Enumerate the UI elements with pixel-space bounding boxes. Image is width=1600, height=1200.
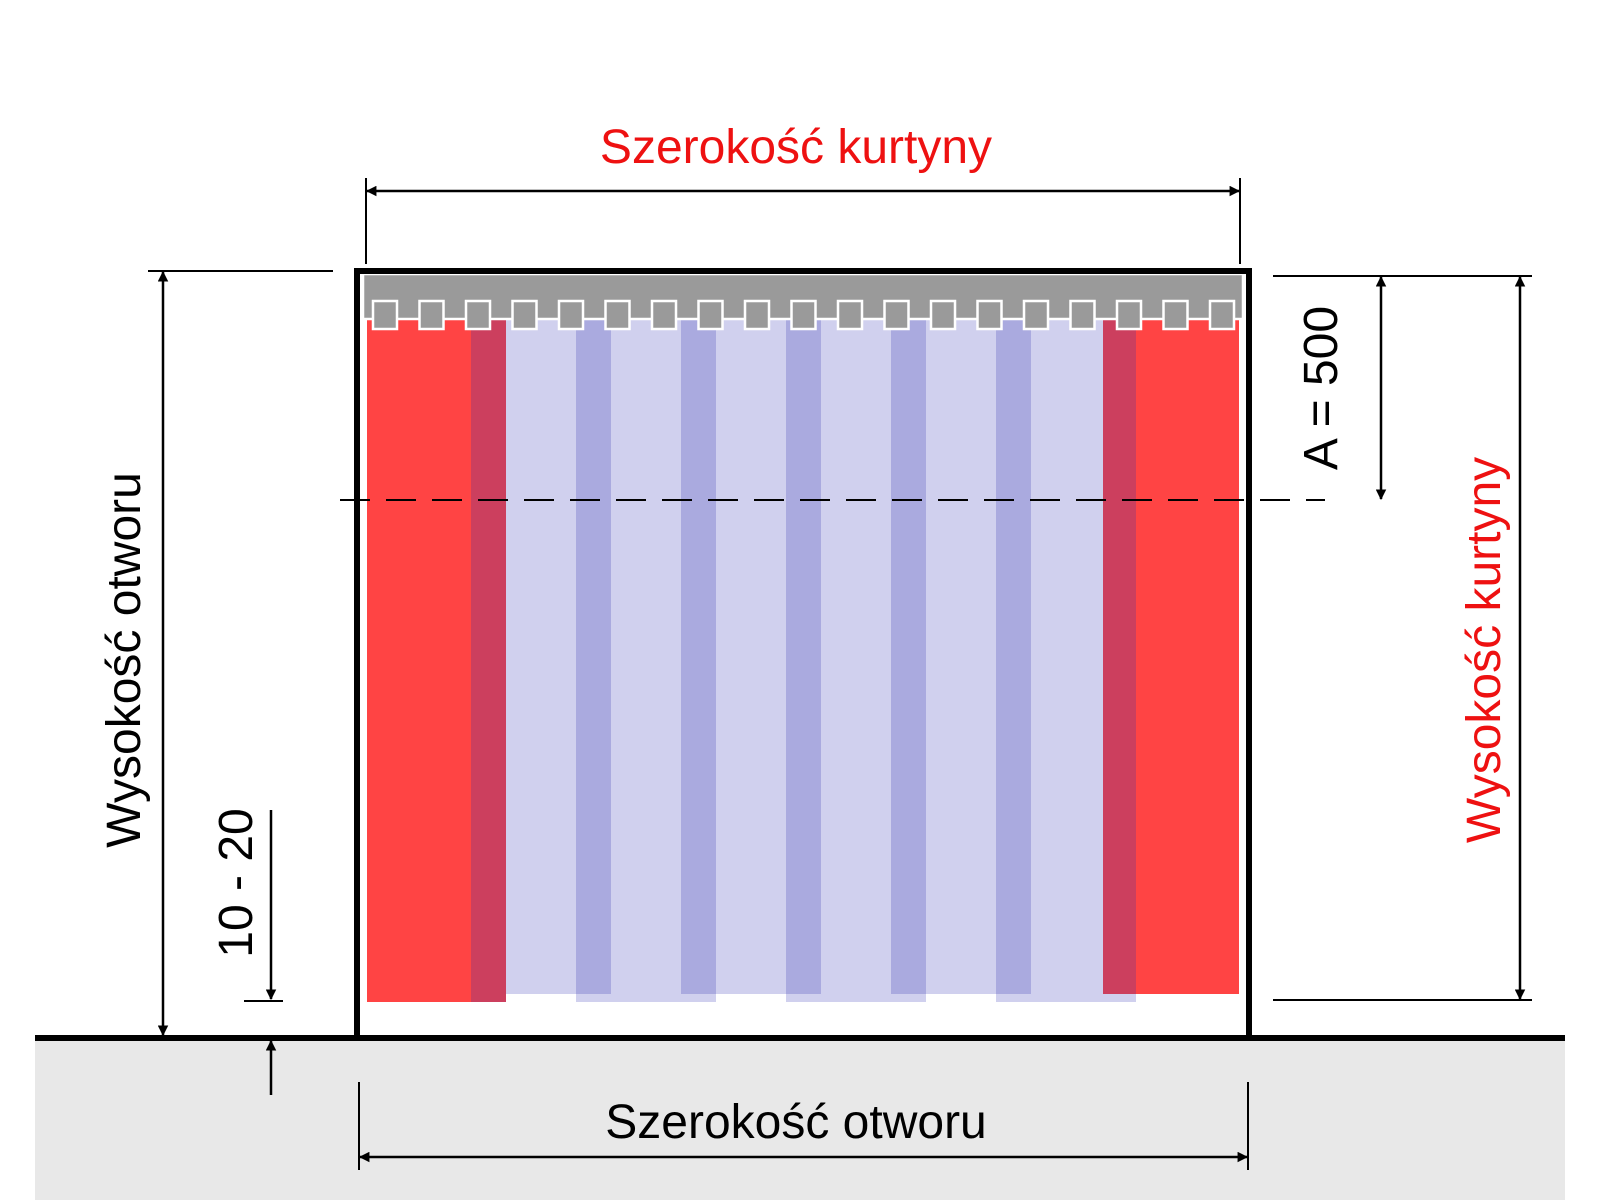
floor-area: [35, 1036, 1565, 1200]
overlap-a-label: A = 500: [1295, 306, 1348, 470]
hanger-clip: [418, 299, 445, 331]
mounting-rail: [361, 272, 1245, 321]
curtain-height-dimension: [1273, 275, 1532, 1001]
hanger-clip: [697, 299, 724, 331]
hanger-clip: [650, 299, 678, 331]
hanger-clip: [604, 299, 631, 331]
overlap-band-5: [996, 320, 1031, 994]
hanger-clips: [371, 299, 1236, 331]
opening-height-dimension: [148, 270, 333, 1037]
hanger-clip: [976, 299, 1003, 331]
hanger-clip: [1022, 299, 1050, 331]
curtain-width-dimension: [365, 178, 1241, 264]
hanger-clip: [1208, 299, 1236, 331]
opening-width-label: Szerokość otworu: [605, 1096, 987, 1149]
curtain-strips: [367, 320, 1239, 1002]
floor-gap-label: 10 - 20: [210, 808, 263, 957]
door-frame: [354, 268, 1252, 1036]
overlap-band-3: [786, 320, 821, 994]
hanger-clip: [743, 299, 771, 331]
overlap-band-4: [891, 320, 926, 994]
hanger-clip: [371, 299, 399, 331]
overlap-right-red: [1103, 320, 1136, 994]
hanger-clip: [1069, 299, 1096, 331]
hanger-clip: [1162, 299, 1189, 331]
hanger-clip: [557, 299, 585, 331]
opening-height-label: Wysokość otworu: [98, 472, 151, 848]
hanger-clip: [836, 299, 864, 331]
overlap-band-2: [681, 320, 716, 994]
overlap-band-1: [576, 320, 611, 994]
hanger-clip: [511, 299, 538, 331]
hanger-clip: [929, 299, 957, 331]
hanger-clip: [883, 299, 910, 331]
hanger-clip: [464, 299, 492, 331]
floor-gap-dimension: [244, 810, 283, 1095]
hanger-clip: [1115, 299, 1143, 331]
curtain-height-label: Wysokość kurtyny: [1458, 457, 1511, 843]
opening-width-dimension: [358, 1082, 1249, 1170]
curtain-width-label: Szerokość kurtyny: [600, 121, 992, 174]
overlap-left-red: [471, 320, 506, 1002]
hanger-clip: [790, 299, 817, 331]
